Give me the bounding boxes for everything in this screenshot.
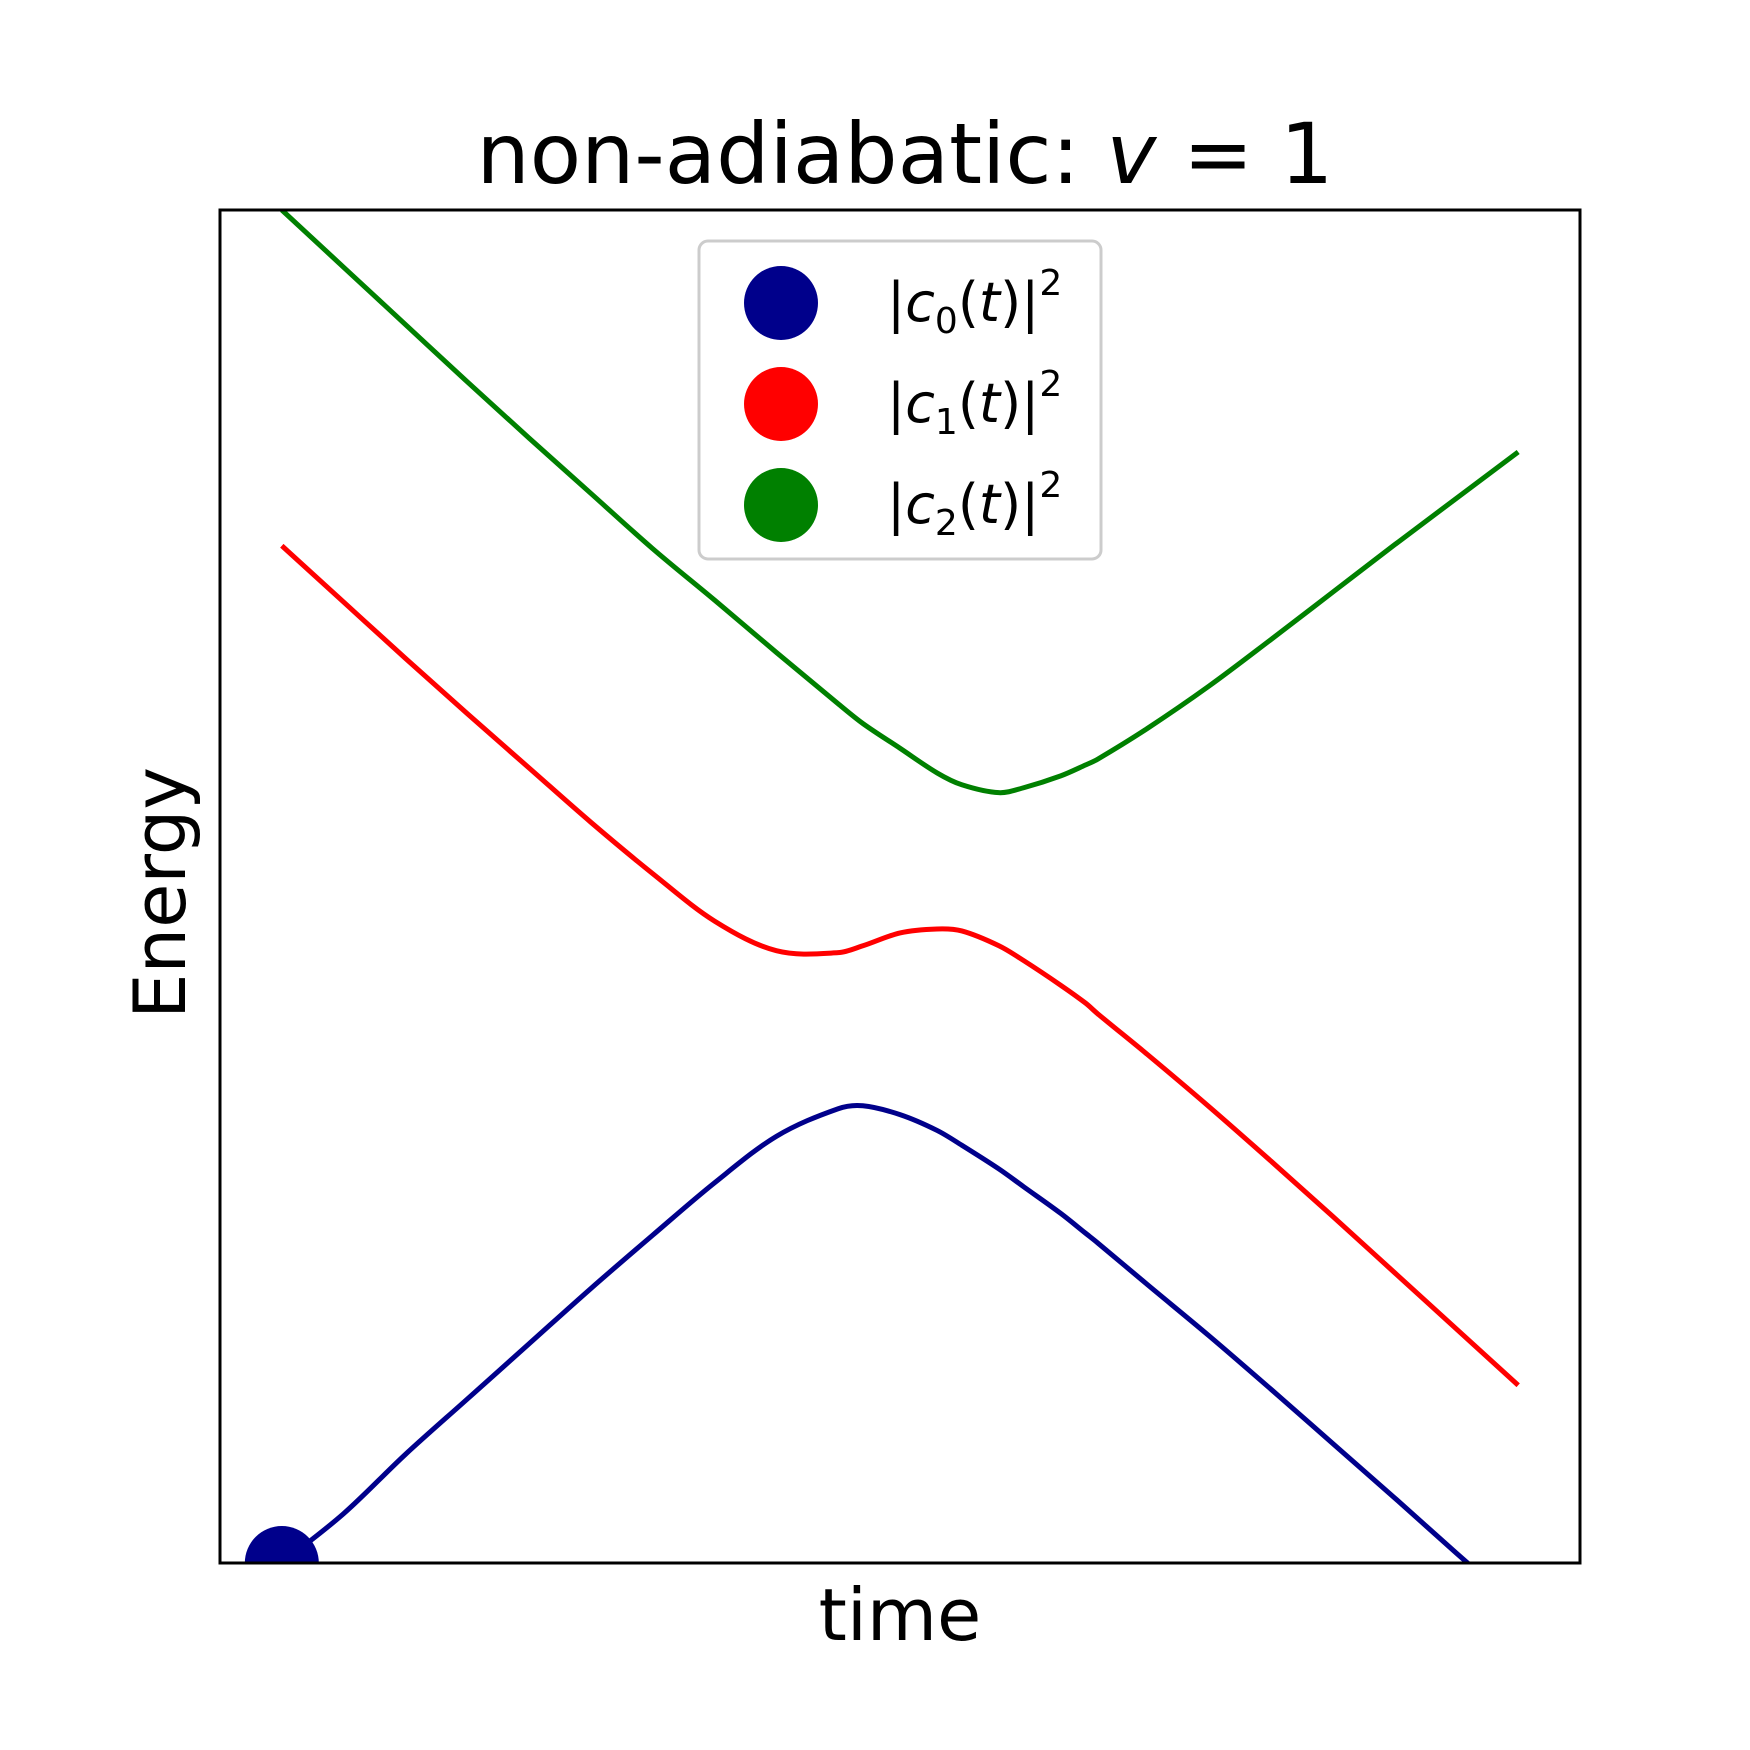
plot-frame <box>218 208 1582 1565</box>
series-line-2 <box>280 210 1520 796</box>
legend-marker-2 <box>744 468 818 542</box>
chart-title-variable: v <box>1107 105 1158 203</box>
chart-title-value: = 1 <box>1156 105 1333 203</box>
legend-entry-0: |c0(t)|2 <box>744 263 1062 342</box>
legend-entry-1: |c1(t)|2 <box>744 364 1062 443</box>
legend-entry-2: |c2(t)|2 <box>744 465 1062 544</box>
legend-marker-1 <box>744 367 818 441</box>
series-line-1 <box>280 543 1520 1388</box>
legend-label-0: |c0(t)|2 <box>887 263 1062 342</box>
chart-title: non-adiabatic: v = 1 <box>477 105 1334 203</box>
legend: |c0(t)|2 |c1(t)|2 |c2(t)|2 <box>697 239 1103 561</box>
legend-label-2: |c2(t)|2 <box>887 465 1062 544</box>
series-line-0 <box>280 1102 1472 1563</box>
x-axis-label: time <box>819 1573 982 1657</box>
chart-title-prefix: non-adiabatic: <box>477 105 1107 203</box>
series-layer <box>244 210 1520 1563</box>
y-axis-label: Energy <box>118 767 202 1019</box>
state-marker <box>244 1526 319 1563</box>
legend-label-1: |c1(t)|2 <box>887 364 1062 443</box>
legend-marker-0 <box>744 266 818 340</box>
